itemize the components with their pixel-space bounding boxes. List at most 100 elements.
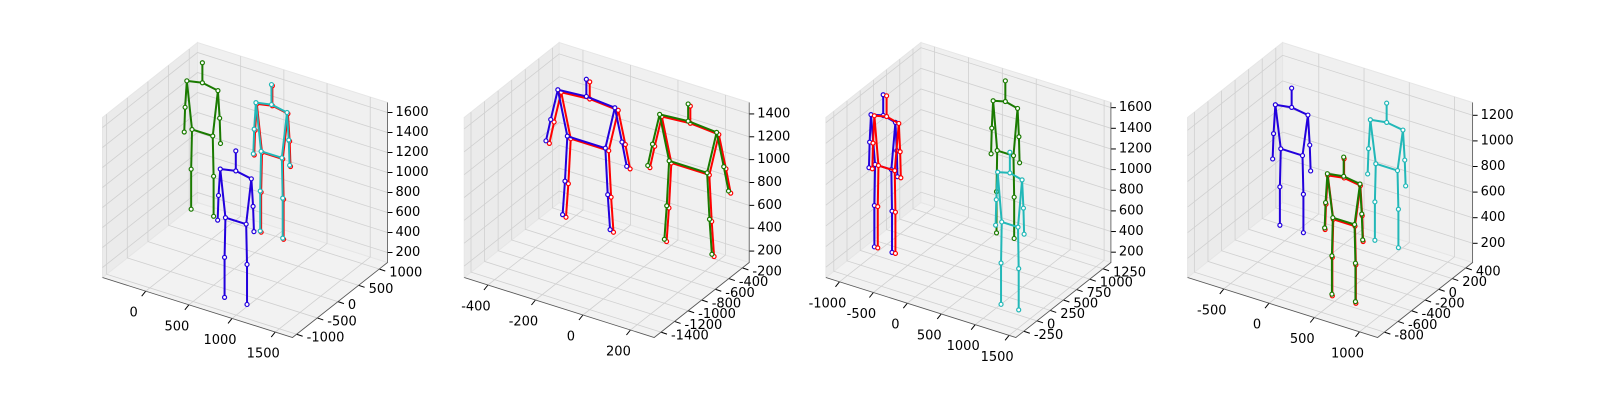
joint — [1021, 231, 1027, 237]
grid-line — [484, 101, 675, 322]
bone — [1274, 104, 1282, 149]
tick-mark — [296, 333, 303, 337]
joint — [1341, 154, 1347, 160]
grid-line — [825, 150, 1112, 227]
bone — [1373, 163, 1377, 202]
z-tick-label: 200 — [757, 244, 782, 259]
tick-mark — [902, 302, 908, 309]
joint — [188, 166, 194, 172]
joint — [1277, 222, 1283, 228]
joint — [251, 126, 257, 132]
bone — [607, 150, 613, 198]
bone — [1366, 148, 1370, 174]
joint — [1010, 153, 1017, 159]
joint — [1372, 199, 1378, 205]
bone — [624, 144, 632, 170]
bone — [1291, 106, 1309, 116]
bone — [648, 146, 656, 168]
joint — [1329, 253, 1335, 259]
bone — [225, 216, 247, 226]
joint — [1300, 230, 1307, 236]
grid-line — [1314, 82, 1410, 318]
tick-mark — [317, 317, 324, 321]
y-tick-label: 400 — [1476, 264, 1501, 279]
bone — [255, 101, 272, 106]
bone — [1353, 183, 1361, 225]
bone — [873, 115, 880, 166]
bone — [1330, 217, 1334, 256]
grid-line — [102, 132, 388, 208]
tick-mark — [728, 278, 736, 282]
joint — [251, 229, 257, 235]
joint — [211, 173, 217, 179]
joint — [250, 203, 256, 209]
bone — [567, 138, 572, 184]
joint — [215, 88, 221, 94]
bone — [1396, 170, 1400, 210]
bone — [663, 205, 668, 240]
joint — [661, 236, 667, 242]
bone — [190, 129, 194, 170]
tick-mark — [1050, 309, 1057, 313]
x-tick-label: -500 — [847, 307, 877, 322]
joint — [1270, 156, 1276, 162]
joint — [657, 111, 663, 117]
grid-line — [912, 48, 1104, 270]
z-tick-label: 200 — [1481, 236, 1506, 251]
y-tick-label: -600 — [725, 286, 755, 301]
joint — [217, 140, 224, 147]
joint — [221, 254, 228, 260]
tick-mark — [742, 267, 749, 271]
grid-line — [1193, 112, 1385, 333]
y-tick-label: -400 — [739, 275, 769, 290]
joint — [998, 260, 1004, 266]
bone — [216, 195, 220, 221]
joint — [619, 139, 625, 145]
x-tick-label: 1000 — [1331, 346, 1364, 361]
x-tick-label: -200 — [509, 315, 539, 330]
joint — [892, 250, 899, 257]
y-tick-label: -500 — [327, 314, 357, 329]
bone — [708, 134, 720, 176]
bone — [252, 206, 255, 232]
bone — [560, 92, 572, 139]
joint — [222, 215, 229, 221]
joint — [1300, 191, 1307, 197]
joint — [1365, 146, 1372, 152]
bone — [687, 120, 717, 134]
joint — [709, 251, 715, 257]
tick-mark — [687, 310, 695, 314]
grid-line — [825, 88, 1112, 165]
grid-line — [1261, 58, 1453, 279]
x-tick-label: 200 — [606, 345, 631, 360]
bone — [994, 199, 998, 226]
y-tick-label: -200 — [1435, 297, 1465, 312]
bone — [1278, 148, 1282, 187]
joint — [1330, 215, 1336, 221]
bone — [867, 142, 871, 168]
grid-line — [846, 100, 1038, 322]
joint — [1359, 211, 1365, 217]
bone — [544, 119, 552, 142]
bone — [661, 115, 691, 125]
bone — [706, 132, 718, 174]
y-tick-label: 1250 — [1113, 265, 1146, 280]
joint — [217, 166, 223, 172]
bone — [183, 107, 187, 133]
tick-mark — [270, 331, 276, 338]
bone — [220, 167, 236, 172]
bone — [561, 181, 566, 215]
bone — [567, 135, 606, 150]
bone — [287, 139, 291, 166]
grid-line — [630, 95, 726, 331]
joint — [649, 141, 656, 147]
joint — [1322, 225, 1328, 231]
bone — [710, 221, 716, 257]
z-tick-label: 600 — [1119, 203, 1144, 218]
joint — [1299, 152, 1306, 159]
joint — [875, 203, 881, 210]
joint — [685, 101, 691, 107]
joint — [875, 245, 881, 251]
y-tick-label: -400 — [1422, 307, 1452, 322]
y-tick-label: 500 — [1073, 297, 1098, 312]
